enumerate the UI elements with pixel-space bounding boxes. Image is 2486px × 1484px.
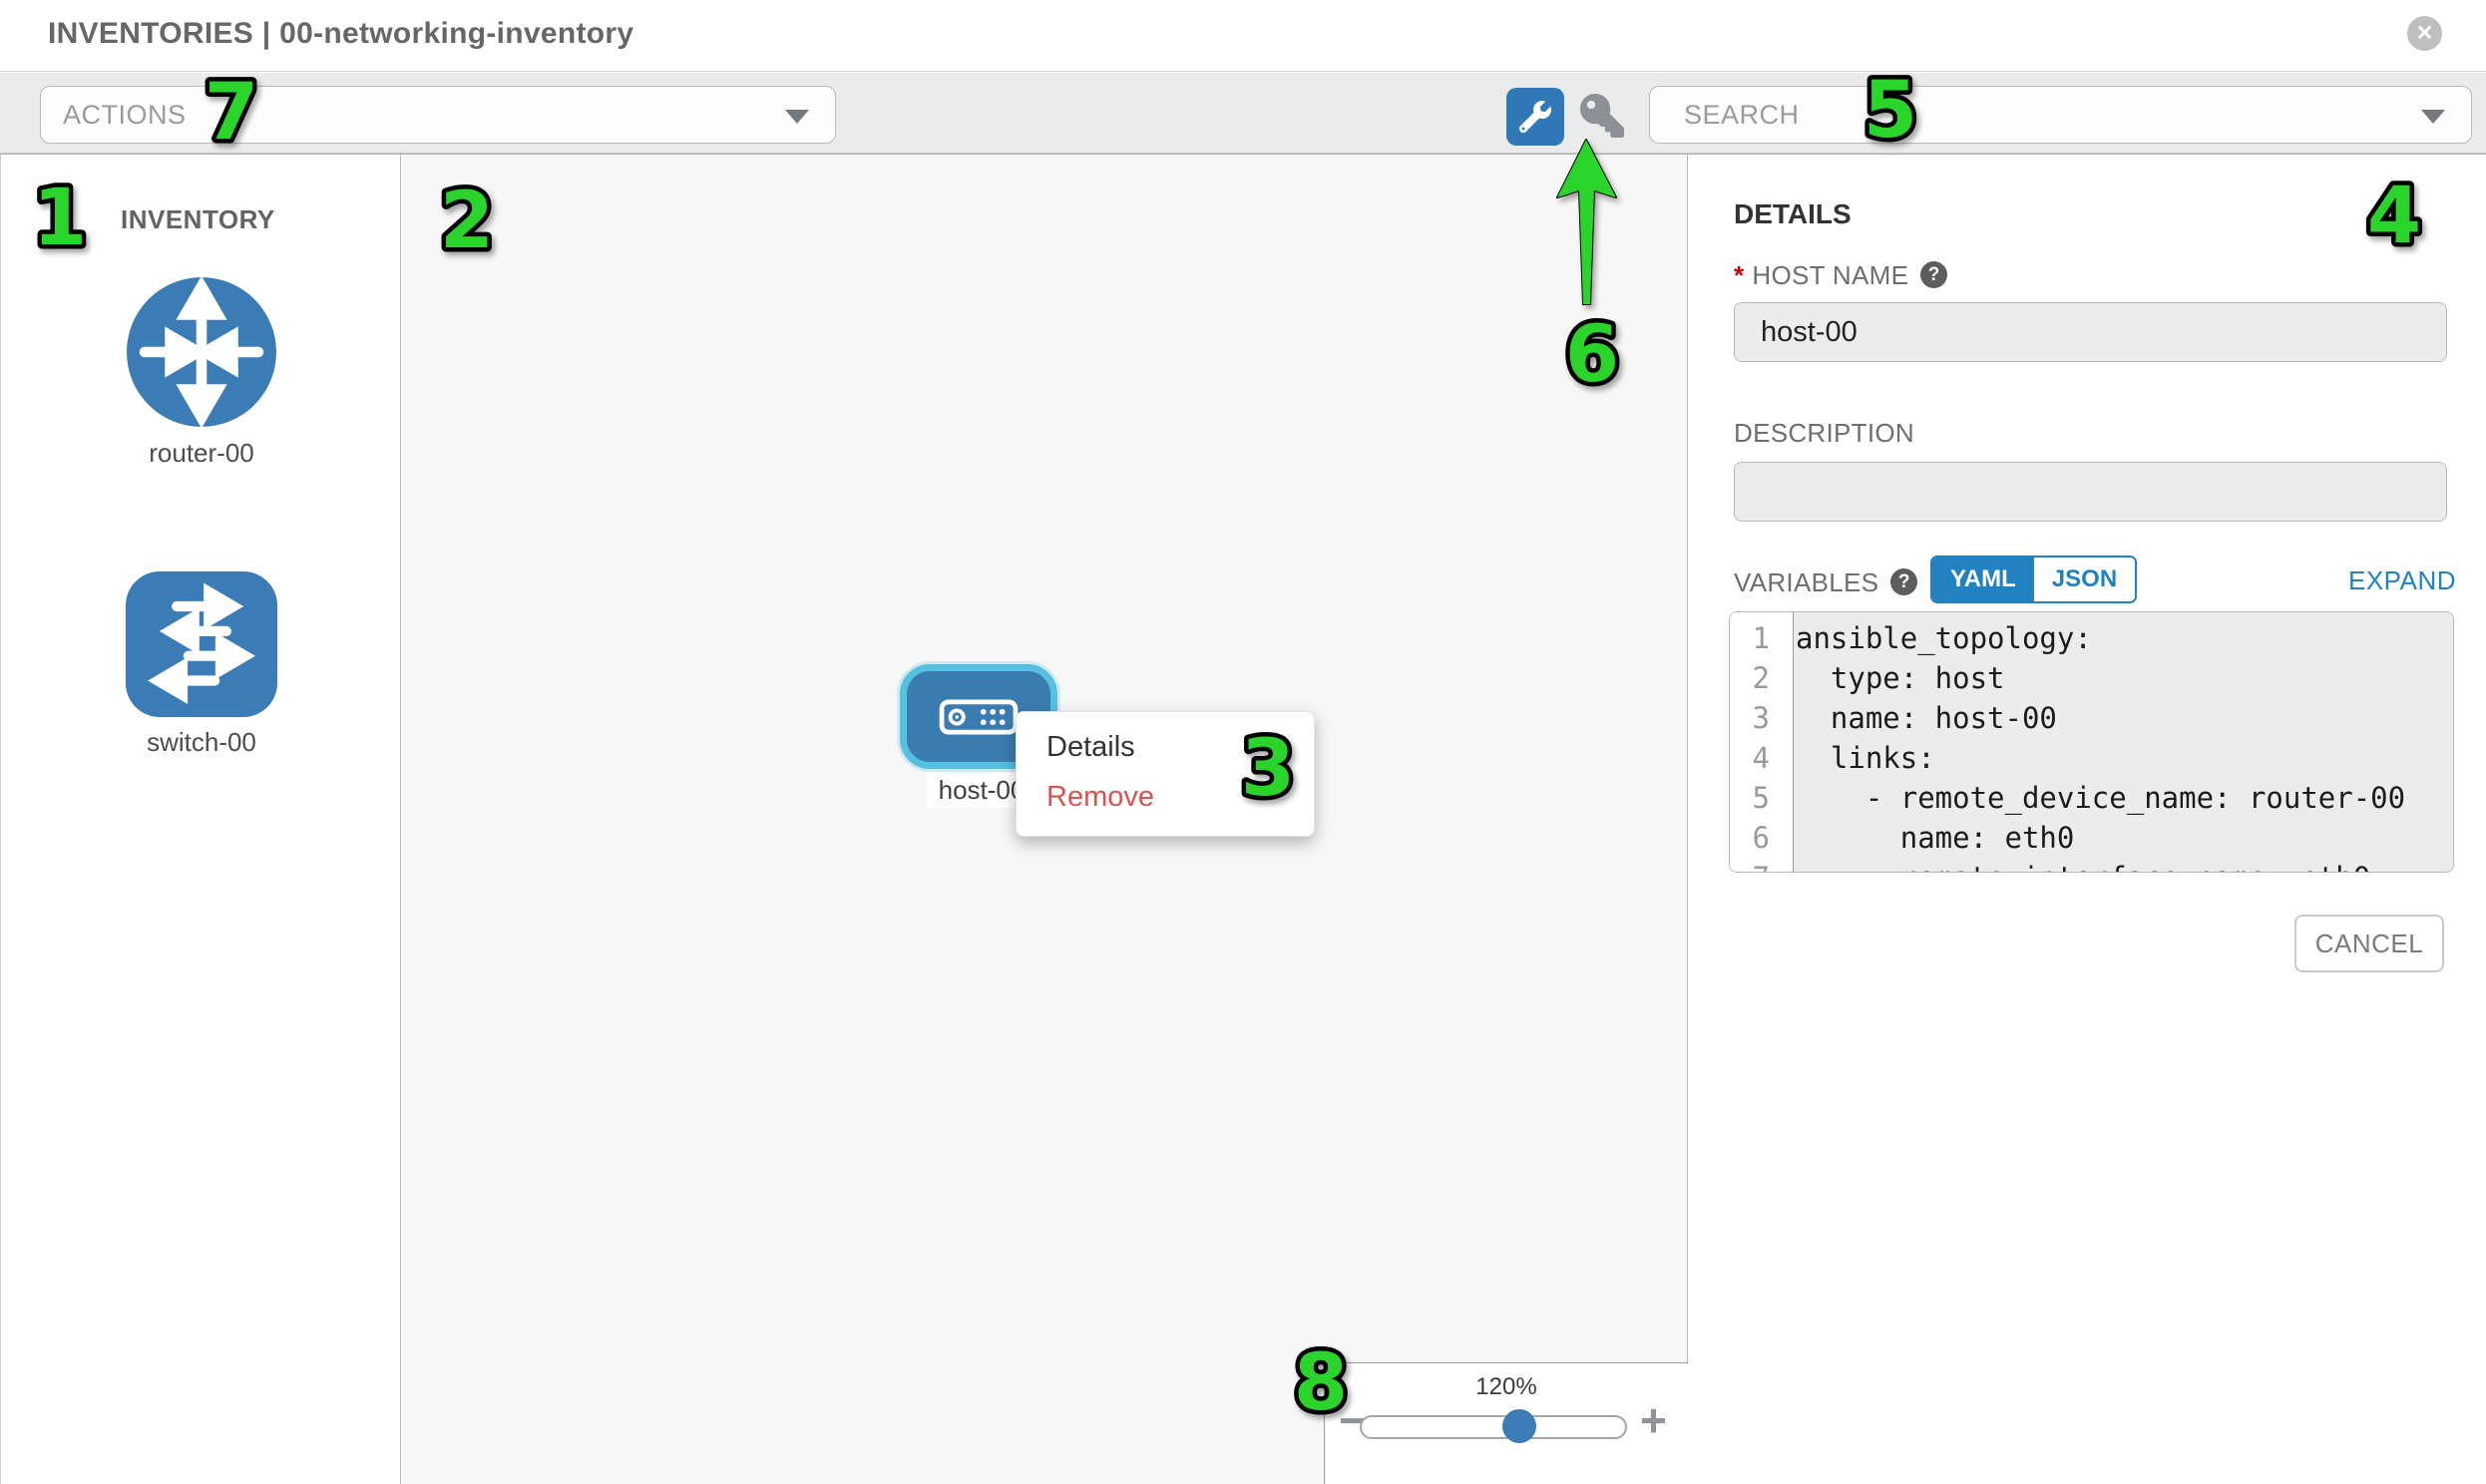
server-icon	[939, 698, 1019, 735]
palette-item-switch[interactable]	[1, 571, 402, 717]
variables-code-editor[interactable]: 1 ansible_topology: 2 type: host 3 name: …	[1729, 611, 2454, 873]
search-input[interactable]: SEARCH	[1684, 100, 1800, 130]
main-region: INVENTORY router-00	[0, 154, 2486, 1484]
topology-canvas[interactable]: host-00 Details Remove 120% − +	[402, 155, 1688, 1484]
code-line: 1 ansible_topology:	[1752, 621, 2092, 655]
palette-label-router: router-00	[149, 438, 254, 468]
variables-label: VARIABLES	[1734, 567, 1879, 597]
sidebar-title: INVENTORY	[121, 204, 275, 234]
required-asterisk: *	[1734, 260, 1745, 290]
variables-label-row: VARIABLES	[1734, 567, 1918, 598]
details-panel: DETAILS *HOST NAME DESCRIPTION VARIABLES…	[1689, 155, 2486, 1484]
chevron-down-icon	[2421, 110, 2445, 124]
zoom-control: 120% − +	[1324, 1362, 1688, 1484]
code-line: 4 links:	[1752, 741, 1935, 775]
context-menu-item-details[interactable]: Details	[1046, 731, 1135, 763]
description-label: DESCRIPTION	[1734, 418, 1914, 448]
key-icon	[1580, 94, 1624, 138]
context-menu: Details Remove	[1016, 711, 1315, 837]
yaml-toggle-button[interactable]: YAML	[1932, 557, 2034, 601]
inventory-sidebar: INVENTORY router-00	[0, 155, 401, 1484]
host-name-label-row: * HOST NAME	[1734, 260, 1948, 291]
code-line: 3 name: host-00	[1752, 701, 2057, 735]
zoom-slider-knob[interactable]	[1502, 1409, 1536, 1443]
toolbar: ACTIONS SEARCH	[0, 73, 2486, 154]
editor-lines: 1 ansible_topology: 2 type: host 3 name: …	[1730, 618, 2453, 872]
zoom-slider-track[interactable]	[1360, 1415, 1627, 1439]
palette-label-switch: switch-00	[147, 727, 256, 757]
key-button[interactable]	[1580, 94, 1624, 138]
editor-gutter	[1730, 612, 1794, 872]
code-line: 2 type: host	[1752, 661, 2005, 695]
actions-dropdown[interactable]: ACTIONS	[40, 86, 836, 144]
cancel-button[interactable]: CANCEL	[2294, 915, 2444, 972]
close-button[interactable]	[2407, 16, 2442, 51]
variables-format-toggle: YAML JSON	[1930, 556, 2138, 603]
breadcrumb: INVENTORIES | 00-networking-inventory	[48, 17, 634, 50]
palette-item-router[interactable]	[1, 275, 402, 429]
router-icon	[127, 275, 276, 429]
tools-button[interactable]	[1506, 88, 1564, 146]
switch-icon	[126, 571, 277, 717]
search-dropdown[interactable]: SEARCH	[1649, 86, 2472, 144]
page-header: INVENTORIES | 00-networking-inventory	[0, 0, 2486, 72]
details-panel-title: DETAILS	[1734, 198, 1852, 229]
expand-link[interactable]: EXPAND	[2348, 565, 2456, 595]
code-line: 5 - remote_device_name: router-00	[1752, 781, 2406, 815]
code-line: 6 name: eth0	[1752, 821, 2075, 855]
actions-dropdown-label: ACTIONS	[63, 100, 187, 130]
question-circle-icon[interactable]	[1920, 261, 1948, 288]
code-line: 7 remote_interface_name: eth0	[1730, 858, 2453, 872]
host-name-input[interactable]	[1734, 302, 2447, 362]
zoom-level: 120%	[1475, 1373, 1537, 1400]
chevron-down-icon	[785, 110, 809, 124]
host-name-label: HOST NAME	[1752, 260, 1909, 290]
wrench-icon	[1519, 101, 1551, 133]
context-menu-item-remove[interactable]: Remove	[1046, 781, 1154, 813]
question-circle-icon[interactable]	[1890, 568, 1918, 595]
description-input[interactable]	[1734, 462, 2447, 522]
zoom-in-button[interactable]: +	[1640, 1394, 1667, 1446]
json-toggle-button[interactable]: JSON	[2033, 557, 2136, 601]
